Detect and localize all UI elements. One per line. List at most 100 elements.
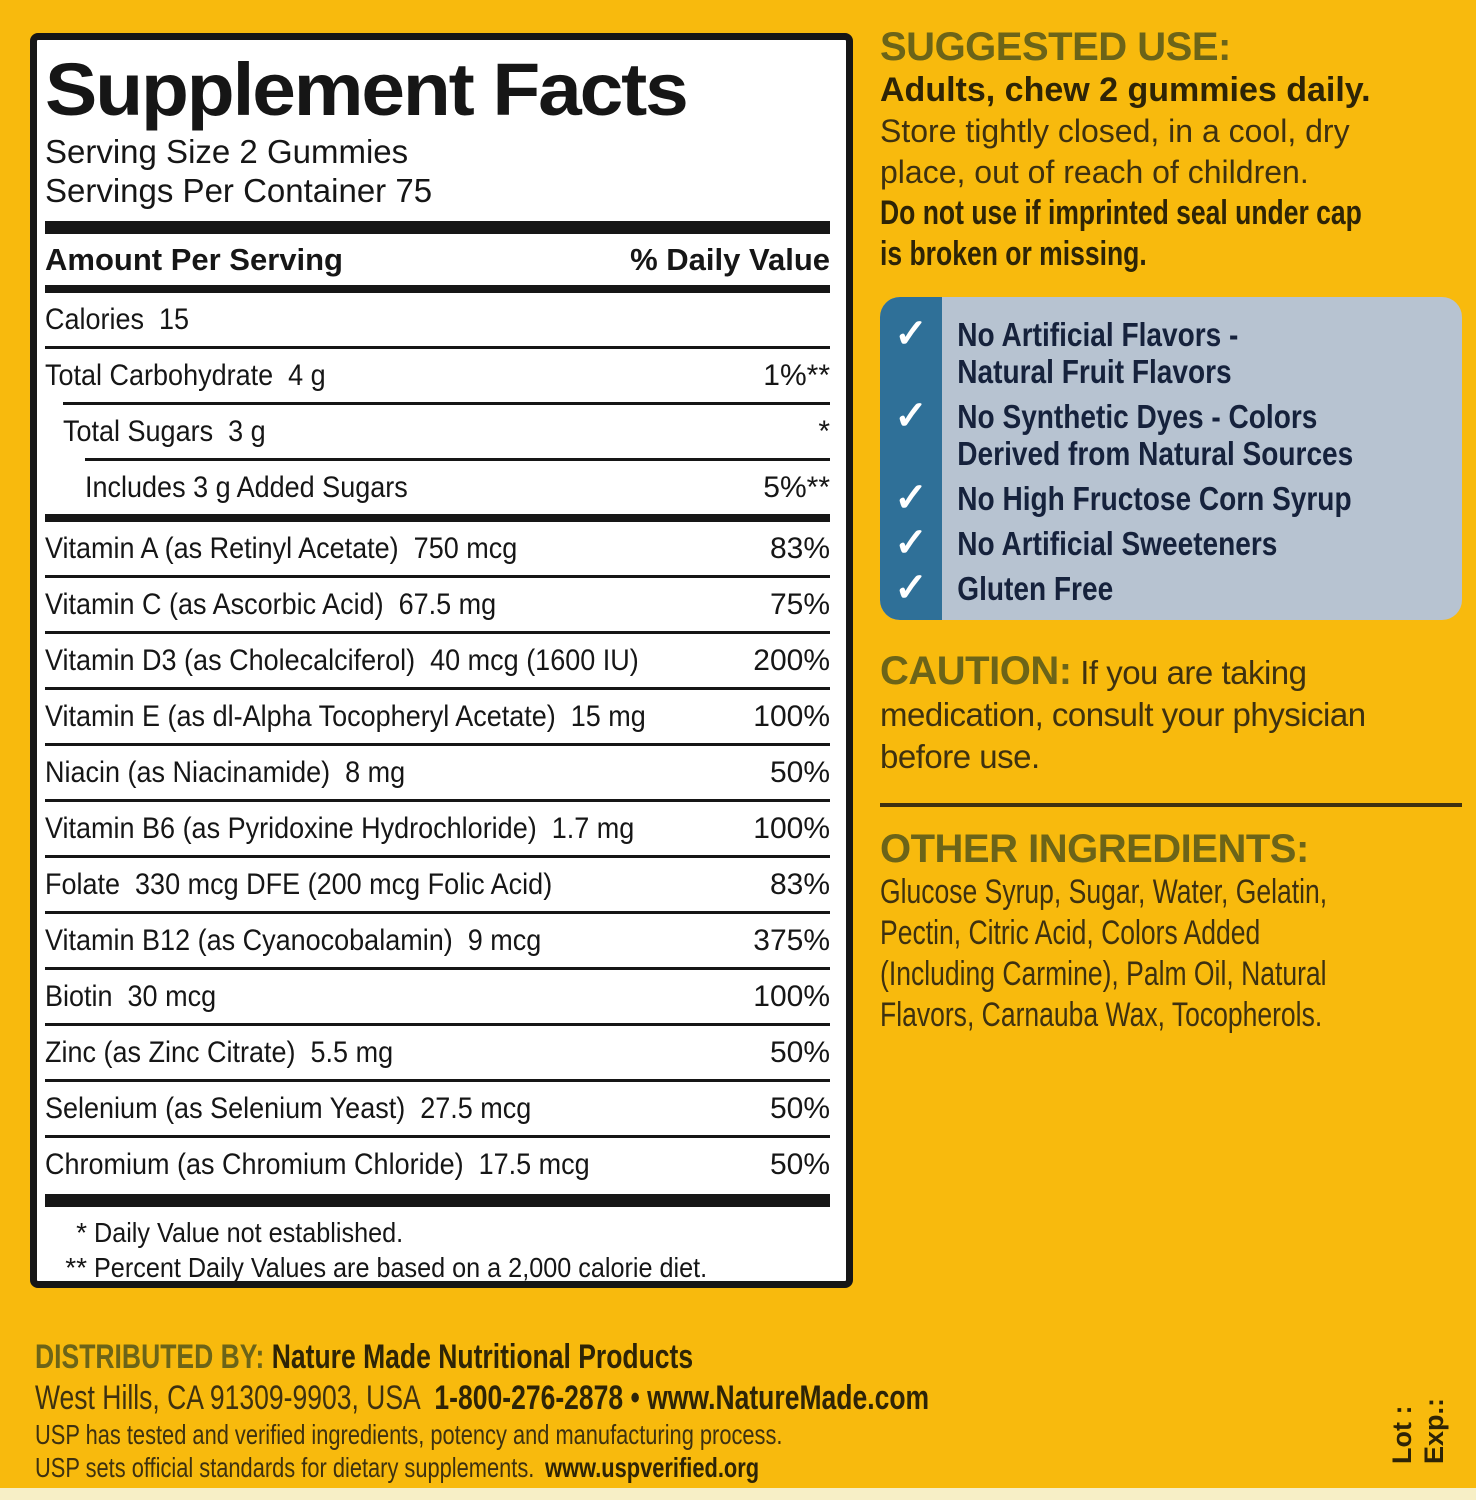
facts-row: Includes 3 g Added Sugars 5%** xyxy=(85,458,830,514)
nutrient-name: Total Sugars 3 g xyxy=(63,414,266,448)
usp-url: www.uspverified.org xyxy=(545,1452,760,1483)
facts-row: Niacin (as Niacinamide) 8 mg 50% xyxy=(45,743,830,799)
checkmark-icon: ✓ xyxy=(894,566,928,610)
nutrient-name: Vitamin A (as Retinyl Acetate) 750 mcg xyxy=(45,531,518,565)
nutrient-name: Folate 330 mcg DFE (200 mcg Folic Acid) xyxy=(45,867,553,901)
nutrient-daily-value: 1%** xyxy=(763,358,830,392)
facts-row: Vitamin C (as Ascorbic Acid) 67.5 mg 75% xyxy=(45,575,830,631)
nutrient-daily-value: 100% xyxy=(753,979,830,1013)
distributed-by-heading: DISTRIBUTED BY: xyxy=(35,1338,265,1376)
usp-statement-2-line: USP sets official standards for dietary … xyxy=(35,1451,1018,1484)
nutrient-name: Calories 15 xyxy=(45,302,190,336)
facts-row: Vitamin E (as dl-Alpha Tocopheryl Acetat… xyxy=(45,687,830,743)
checklist-items: ✓ No Artificial Flavors - Natural Fruit F… xyxy=(880,312,1462,610)
address-line: West Hills, CA 91309-9903, USA 1-800-276… xyxy=(35,1378,1018,1418)
facts-row: Zinc (as Zinc Citrate) 5.5 mg 50% xyxy=(45,1023,830,1079)
facts-rows: Calories 15 Total Carbohydrate 4 g 1%** Tot… xyxy=(45,293,830,1191)
distributor-address: West Hills, CA 91309-9903, USA xyxy=(35,1379,420,1417)
seal-warning: Do not use if imprinted seal under cap i… xyxy=(880,194,1362,273)
thick-divider-bar xyxy=(45,1194,830,1207)
dosage-instruction: Adults, chew 2 gummies daily. xyxy=(880,71,1371,109)
nutrient-name: Includes 3 g Added Sugars xyxy=(85,470,408,504)
checkmark-icon: ✓ xyxy=(894,312,928,356)
footnotes: * Daily Value not established. ** Percent D… xyxy=(45,1215,830,1285)
nutrient-daily-value: 83% xyxy=(769,867,830,901)
nutrient-daily-value: 83% xyxy=(769,531,830,565)
suggested-use-heading: SUGGESTED USE: xyxy=(880,25,1231,69)
servings-per-container: Servings Per Container 75 xyxy=(45,172,433,209)
facts-row: Vitamin D3 (as Cholecalciferol) 40 mcg (… xyxy=(45,631,830,687)
checkmark-icon: ✓ xyxy=(894,521,928,565)
nutrient-daily-value: 50% xyxy=(769,755,830,789)
nutrient-daily-value: 5%** xyxy=(763,470,830,504)
nutrient-name: Vitamin B12 (as Cyanocobalamin) 9 mcg xyxy=(45,923,542,957)
facts-row: Vitamin B12 (as Cyanocobalamin) 9 mcg 375… xyxy=(45,911,830,967)
amount-per-serving-header: Amount Per Serving xyxy=(45,242,343,277)
distributor-contact: 1-800-276-2878 • www.NatureMade.com xyxy=(434,1379,930,1417)
usp-statement-2: USP sets official standards for dietary … xyxy=(35,1452,535,1483)
checklist-item-text: No Artificial Flavors - Natural Fruit Fl… xyxy=(957,316,1239,390)
daily-value-header: % Daily Value xyxy=(630,242,830,277)
footnote-mark: * xyxy=(76,1217,87,1248)
facts-row: Calories 15 xyxy=(45,293,830,346)
checklist-item: ✓ No Synthetic Dyes - Colors Derived from… xyxy=(880,394,1462,472)
nutrient-daily-value: 50% xyxy=(769,1035,830,1069)
nutrient-name: Biotin 30 mcg xyxy=(45,979,217,1013)
table-header-row: Amount Per Serving % Daily Value xyxy=(45,234,830,285)
other-ingredients-heading: OTHER INGREDIENTS: xyxy=(880,827,1309,871)
nutrient-daily-value: 200% xyxy=(753,643,830,677)
facts-row: Vitamin A (as Retinyl Acetate) 750 mcg 83… xyxy=(45,514,830,575)
facts-row: Biotin 30 mcg 100% xyxy=(45,967,830,1023)
footnote: ** Percent Daily Values are based on a 2,… xyxy=(45,1250,830,1285)
facts-row: Folate 330 mcg DFE (200 mcg Folic Acid) 8… xyxy=(45,855,830,911)
caution-note: CAUTION: If you are taking medication, c… xyxy=(880,650,1466,778)
storage-instruction: Store tightly closed, in a cool, dry pla… xyxy=(880,113,1350,190)
nutrient-name: Vitamin C (as Ascorbic Acid) 67.5 mg xyxy=(45,587,497,621)
footnote-text: Daily Value not established. xyxy=(94,1217,404,1248)
facts-row: Chromium (as Chromium Chloride) 17.5 mcg… xyxy=(45,1135,830,1191)
thick-divider-bar xyxy=(45,221,830,234)
feature-checklist: ✓ No Artificial Flavors - Natural Fruit F… xyxy=(880,297,1462,620)
distributor-info: DISTRIBUTED BY: Nature Made Nutritional … xyxy=(35,1337,1018,1484)
distributor-name: Nature Made Nutritional Products xyxy=(271,1338,694,1376)
nutrient-daily-value: 75% xyxy=(769,587,830,621)
facts-row: Selenium (as Selenium Yeast) 27.5 mcg 50% xyxy=(45,1079,830,1135)
lot-exp-block: Lot : Exp.: xyxy=(1386,1398,1450,1464)
nutrient-name: Vitamin B6 (as Pyridoxine Hydrochloride)… xyxy=(45,811,635,845)
footnote-mark: ** xyxy=(65,1252,87,1283)
footnote: * Daily Value not established. xyxy=(45,1215,830,1250)
lot-label: Lot : xyxy=(1387,1405,1417,1465)
checklist-blue-strip xyxy=(880,297,942,620)
nutrient-name: Niacin (as Niacinamide) 8 mg xyxy=(45,755,406,789)
nutrient-name: Vitamin E (as dl-Alpha Tocopheryl Acetat… xyxy=(45,699,646,733)
caution-heading: CAUTION: xyxy=(880,649,1072,693)
exp-label: Exp.: xyxy=(1419,1398,1449,1465)
bottom-edge-strip xyxy=(0,1488,1476,1500)
footnote-text: Percent Daily Values are based on a 2,00… xyxy=(94,1252,708,1283)
right-column: SUGGESTED USE: Adults, chew 2 gummies da… xyxy=(880,24,1466,1036)
checklist-item-text: No Synthetic Dyes - Colors Derived from … xyxy=(957,398,1354,472)
nutrient-name: Selenium (as Selenium Yeast) 27.5 mcg xyxy=(45,1091,532,1125)
checklist-item: ✓ No High Fructose Corn Syrup xyxy=(880,476,1462,520)
usp-statement-1: USP has tested and verified ingredients,… xyxy=(35,1419,783,1450)
checkmark-icon: ✓ xyxy=(894,476,928,520)
nutrient-daily-value: 50% xyxy=(769,1091,830,1125)
nutrient-name: Zinc (as Zinc Citrate) 5.5 mg xyxy=(45,1035,394,1069)
nutrient-daily-value: 375% xyxy=(753,923,830,957)
checklist-item: ✓ No Artificial Sweeteners xyxy=(880,521,1462,565)
nutrient-name: Total Carbohydrate 4 g xyxy=(45,358,326,392)
nutrient-daily-value: 100% xyxy=(753,811,830,845)
facts-row: Total Sugars 3 g * xyxy=(63,402,830,458)
checkmark-icon: ✓ xyxy=(894,394,928,438)
checklist-item-text: Gluten Free xyxy=(957,570,1114,607)
caution-text: If you are taking medication, consult yo… xyxy=(880,654,1366,775)
nutrient-daily-value: * xyxy=(818,414,830,448)
checklist-item: ✓ Gluten Free xyxy=(880,566,1462,610)
checklist-item-text: No Artificial Sweeteners xyxy=(957,525,1278,562)
nutrient-name: Vitamin D3 (as Cholecalciferol) 40 mcg (… xyxy=(45,643,639,677)
checklist-item: ✓ No Artificial Flavors - Natural Fruit F… xyxy=(880,312,1462,390)
distributor-line: DISTRIBUTED BY: Nature Made Nutritional … xyxy=(35,1337,1018,1378)
checklist-item-text: No High Fructose Corn Syrup xyxy=(957,480,1352,517)
medium-divider-bar xyxy=(45,285,830,293)
